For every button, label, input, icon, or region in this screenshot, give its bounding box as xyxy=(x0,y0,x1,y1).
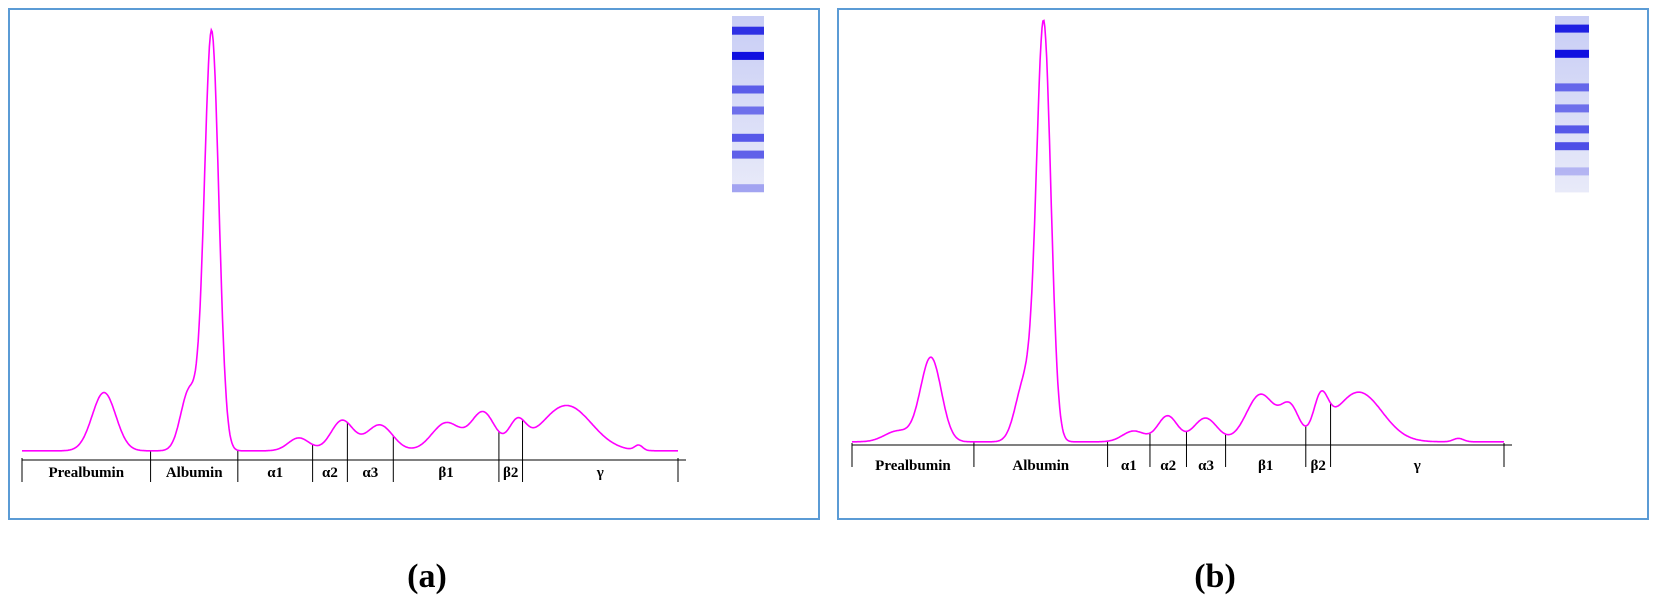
fraction-label: α1 xyxy=(267,465,283,481)
fraction-label: α3 xyxy=(362,465,378,481)
densitometry-curve xyxy=(852,19,1504,443)
gel-strip xyxy=(732,16,764,193)
gel-band xyxy=(1555,24,1589,33)
electropherogram-panel-b: Prealbumin Albumin α1 α2 α3 β1 β2 γ xyxy=(837,8,1649,520)
fraction-label: Albumin xyxy=(1012,458,1069,474)
panel-caption-a: (a) xyxy=(407,558,447,595)
fraction-label: α3 xyxy=(1198,458,1214,474)
fraction-label: β2 xyxy=(1310,458,1325,474)
densitometry-curve xyxy=(22,27,678,452)
fraction-label: α2 xyxy=(322,465,338,481)
gel-band xyxy=(1555,104,1589,113)
gel-band xyxy=(1555,49,1589,58)
gel-band xyxy=(732,26,764,35)
fraction-label: Prealbumin xyxy=(875,458,951,474)
electropherogram-chart-a: Prealbumin Albumin α1 α2 α3 β1 β2 γ xyxy=(21,16,764,482)
gel-band xyxy=(732,106,764,115)
gel-strip xyxy=(1555,16,1589,193)
fraction-label: β1 xyxy=(1258,458,1273,474)
fraction-label: Albumin xyxy=(166,465,223,481)
gel-band xyxy=(732,184,764,193)
fraction-label: β1 xyxy=(438,465,453,481)
gel-band xyxy=(1555,83,1589,92)
fraction-label: γ xyxy=(596,465,604,481)
gel-band xyxy=(732,51,764,60)
fraction-label: γ xyxy=(1413,458,1421,474)
gel-band xyxy=(1555,167,1589,176)
gel-band xyxy=(732,150,764,159)
electropherogram-chart-b: Prealbumin Albumin α1 α2 α3 β1 β2 γ xyxy=(851,16,1589,474)
fraction-label: α2 xyxy=(1160,458,1176,474)
gel-band xyxy=(1555,125,1589,134)
gel-band xyxy=(1555,142,1589,151)
fraction-label: α1 xyxy=(1121,458,1137,474)
fraction-label: Prealbumin xyxy=(48,465,124,481)
gel-band xyxy=(732,85,764,94)
panel-caption-b: (b) xyxy=(1194,558,1236,595)
gel-band xyxy=(732,133,764,142)
fraction-label: β2 xyxy=(503,465,518,481)
electropherogram-panel-a: Prealbumin Albumin α1 α2 α3 β1 β2 γ xyxy=(8,8,820,520)
